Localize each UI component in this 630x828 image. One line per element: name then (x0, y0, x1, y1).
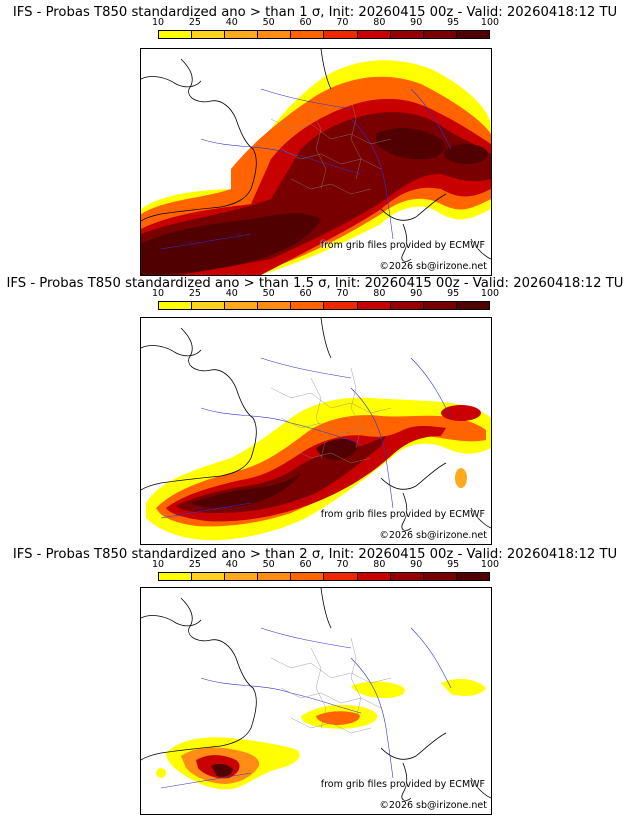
legend-tick-label: 10 (151, 17, 165, 28)
legend-bar (158, 30, 490, 39)
legend-tick-label: 25 (188, 17, 201, 28)
probability-fill (156, 678, 486, 790)
legend-tick-label: 90 (410, 17, 423, 28)
panel-title: IFS - Probas T850 standardized ano > tha… (12, 547, 618, 562)
legend-tick-label: 50 (262, 559, 275, 570)
legend-swatch (225, 302, 259, 309)
legend-swatch (192, 302, 226, 309)
copyright: ©2026 sb@irizone.net (379, 530, 487, 541)
admin-borders (270, 637, 392, 734)
map-graphic (141, 318, 491, 541)
color-legend: 10 25 40 50 60 70 80 90 95 100 (152, 559, 499, 587)
legend-swatch (291, 573, 325, 580)
probability-map: from grib files provided by ECMWF ©2026 … (140, 317, 492, 545)
probability-fill (146, 397, 491, 541)
legend-swatch (357, 302, 391, 309)
panel-title: IFS - Probas T850 standardized ano > tha… (6, 276, 624, 291)
admin-borders (270, 367, 392, 464)
legend-bar (158, 301, 490, 310)
legend-swatch (390, 302, 424, 309)
legend-tick-label: 10 (151, 559, 165, 570)
legend-swatch (324, 573, 358, 580)
legend-tick-label: 40 (225, 559, 238, 570)
legend-tick-label: 70 (336, 559, 349, 570)
probability-map: from grib files provided by ECMWF ©2026 … (140, 48, 492, 276)
legend-swatch (159, 573, 193, 580)
map-graphic (141, 49, 491, 275)
panel-2: IFS - Probas T850 standardized ano > tha… (0, 276, 630, 548)
legend-swatch (258, 31, 292, 38)
legend-swatch (225, 31, 259, 38)
legend-tick-label: 100 (480, 17, 500, 28)
legend-tick-label: 70 (336, 17, 349, 28)
color-legend: 10 25 40 50 60 70 80 90 95 100 (152, 288, 499, 316)
legend-swatch (357, 31, 391, 38)
legend-swatch (390, 573, 424, 580)
legend-tick-label: 50 (262, 288, 275, 299)
legend-swatch (456, 302, 489, 309)
legend-swatch (159, 31, 193, 38)
map-graphic (141, 588, 491, 801)
legend-tick-label: 95 (447, 288, 460, 299)
legend-tick-label: 90 (410, 559, 423, 570)
legend-swatch (423, 31, 457, 38)
legend-swatch (192, 573, 226, 580)
legend-swatch (456, 31, 489, 38)
legend-tick-label: 95 (447, 17, 460, 28)
legend-tick-label: 95 (447, 559, 460, 570)
legend-swatch (324, 31, 358, 38)
legend-tick-label: 10 (151, 288, 165, 299)
legend-swatch (192, 31, 226, 38)
legend-swatch (291, 302, 325, 309)
data-credit: from grib files provided by ECMWF (320, 779, 485, 790)
legend-swatch (225, 573, 259, 580)
legend-tick-label: 50 (262, 17, 275, 28)
legend-tick-label: 60 (299, 288, 312, 299)
legend-tick-label: 80 (373, 288, 386, 299)
legend-swatch (423, 302, 457, 309)
legend-swatch (390, 31, 424, 38)
legend-swatch (357, 573, 391, 580)
legend-swatch (423, 573, 457, 580)
legend-tick-label: 80 (373, 17, 386, 28)
legend-swatch (456, 573, 489, 580)
legend-tick-label: 60 (299, 559, 312, 570)
color-legend: 10 25 40 50 60 70 80 90 95 100 (152, 17, 499, 45)
legend-tick-label: 40 (225, 288, 238, 299)
panel-1: IFS - Probas T850 standardized ano > tha… (0, 5, 630, 277)
legend-tick-label: 70 (336, 288, 349, 299)
legend-swatch (159, 302, 193, 309)
panel-3: IFS - Probas T850 standardized ano > tha… (0, 547, 630, 819)
legend-tick-label: 80 (373, 559, 386, 570)
admin-borders (270, 98, 392, 195)
legend-tick-label: 100 (480, 288, 500, 299)
probability-map: from grib files provided by ECMWF ©2026 … (140, 587, 492, 815)
data-credit: from grib files provided by ECMWF (320, 240, 485, 251)
copyright: ©2026 sb@irizone.net (379, 261, 487, 272)
coastlines (141, 49, 491, 262)
coastlines (141, 588, 491, 801)
legend-tick-label: 100 (480, 559, 500, 570)
legend-labels: 10 25 40 50 60 70 80 90 95 100 (152, 288, 499, 300)
legend-labels: 10 25 40 50 60 70 80 90 95 100 (152, 559, 499, 571)
legend-tick-label: 40 (225, 17, 238, 28)
coastlines (141, 318, 491, 531)
probability-fill (141, 60, 491, 275)
legend-tick-label: 25 (188, 288, 201, 299)
panel-title: IFS - Probas T850 standardized ano > tha… (12, 5, 618, 20)
legend-bar (158, 572, 490, 581)
legend-tick-label: 90 (410, 288, 423, 299)
legend-swatch (258, 302, 292, 309)
legend-labels: 10 25 40 50 60 70 80 90 95 100 (152, 17, 499, 29)
copyright: ©2026 sb@irizone.net (379, 800, 487, 811)
legend-swatch (324, 302, 358, 309)
data-credit: from grib files provided by ECMWF (320, 509, 485, 520)
legend-tick-label: 60 (299, 17, 312, 28)
legend-swatch (291, 31, 325, 38)
legend-swatch (258, 573, 292, 580)
legend-tick-label: 25 (188, 559, 201, 570)
